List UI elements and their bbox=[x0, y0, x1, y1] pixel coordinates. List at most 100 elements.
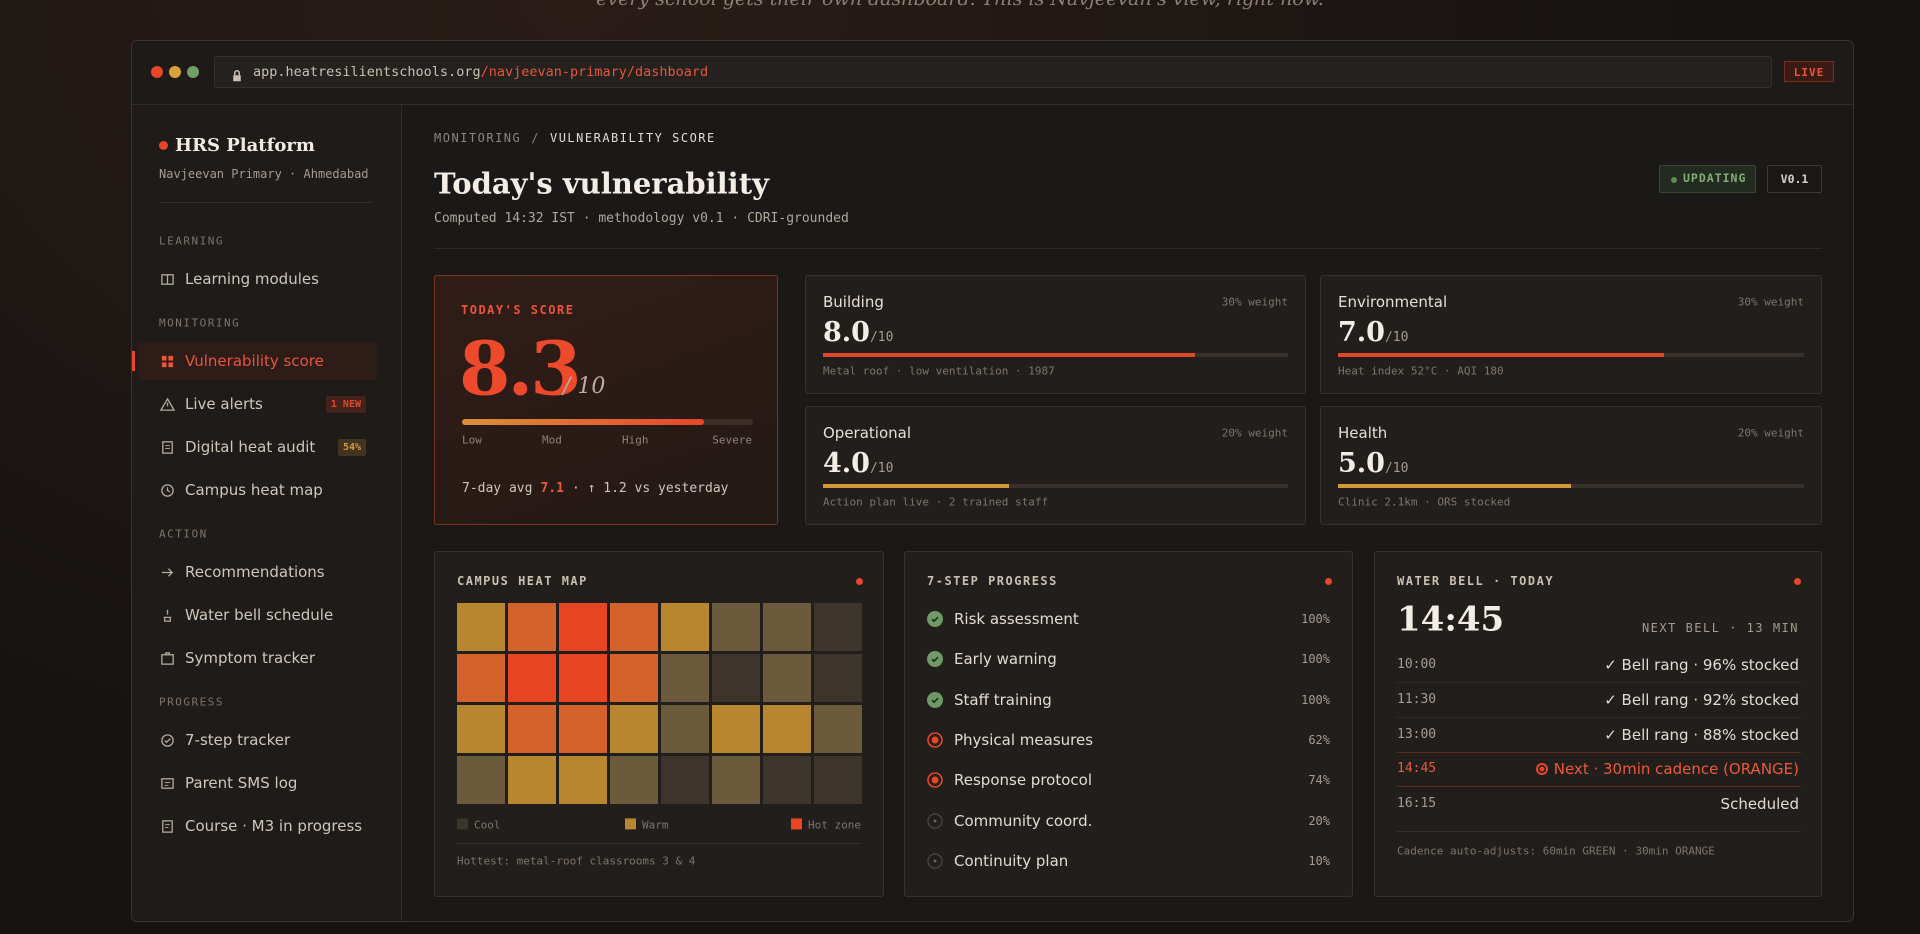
bell-row-divider bbox=[1397, 682, 1801, 683]
heat-cell[interactable] bbox=[508, 603, 556, 651]
heat-cell[interactable] bbox=[559, 756, 607, 804]
heat-cell[interactable] bbox=[508, 705, 556, 753]
nav-item[interactable]: Symptom tracker bbox=[138, 639, 377, 677]
heat-cell[interactable] bbox=[763, 654, 811, 702]
url-host: app.heatresilientschools.org bbox=[253, 63, 481, 80]
nav-icon-svg bbox=[161, 734, 174, 747]
heat-cell[interactable] bbox=[610, 654, 658, 702]
avg-label: 7-day avg bbox=[462, 481, 533, 497]
bell-status-text: ✓ Bell rang · 96% stocked bbox=[1604, 656, 1799, 674]
bell-row-time: 14:45 bbox=[1397, 761, 1437, 777]
brand: HRS Platform bbox=[175, 135, 315, 157]
component-note: Metal roof · low ventilation · 1987 bbox=[823, 364, 1055, 378]
step-name: Early warning bbox=[954, 650, 1057, 669]
heat-cell[interactable] bbox=[661, 756, 709, 804]
nav-item[interactable]: Water bell schedule bbox=[138, 596, 377, 634]
nav-label: Vulnerability score bbox=[185, 352, 324, 370]
nav-item[interactable]: Course · M3 in progress bbox=[138, 807, 377, 845]
avg-value: 7.1 bbox=[540, 481, 564, 497]
nav-item[interactable]: Parent SMS log bbox=[138, 764, 377, 802]
step-icon bbox=[927, 651, 943, 668]
bell-divider bbox=[1397, 831, 1801, 832]
heat-cell[interactable] bbox=[457, 705, 505, 753]
bell-note: Cadence auto-adjusts: 60min GREEN · 30mi… bbox=[1397, 844, 1715, 858]
nav-badge: 1 NEW bbox=[325, 396, 366, 413]
water-bell-panel: WATER BELL · TODAY 14:45 NEXT BELL · 13 MI… bbox=[1374, 551, 1822, 897]
heat-cell[interactable] bbox=[559, 705, 607, 753]
heat-cell[interactable] bbox=[763, 756, 811, 804]
panel-title: CAMPUS HEAT MAP bbox=[457, 573, 588, 588]
page-title: Today's vulnerability bbox=[434, 166, 769, 201]
breadcrumb-part: / bbox=[531, 130, 540, 145]
version-badge: V0.1 bbox=[1767, 165, 1822, 193]
nav-icon-svg bbox=[163, 609, 172, 622]
heat-cell[interactable] bbox=[712, 654, 760, 702]
heat-cell[interactable] bbox=[559, 654, 607, 702]
breadcrumb-part: VULNERABILITY SCORE bbox=[549, 130, 716, 145]
nav-item[interactable]: Digital heat audit 54% bbox=[138, 428, 377, 466]
nav-badge: 54% bbox=[337, 439, 366, 456]
heat-cell[interactable] bbox=[814, 756, 862, 804]
component-weight: 30% weight bbox=[1737, 295, 1804, 309]
component-card: Building 30% weight 8.0/10 Metal roof · low… bbox=[805, 275, 1306, 394]
heat-cell[interactable] bbox=[763, 705, 811, 753]
score-fill bbox=[462, 419, 704, 425]
component-track bbox=[1338, 353, 1804, 357]
nav-icon bbox=[160, 354, 175, 369]
heat-cell[interactable] bbox=[814, 603, 862, 651]
window-dot[interactable] bbox=[151, 66, 163, 78]
nav-icon-svg bbox=[161, 274, 174, 285]
nav-icon-svg bbox=[161, 652, 174, 665]
scale-label: Severe bbox=[712, 433, 752, 447]
nav-item[interactable]: Learning modules bbox=[138, 260, 377, 298]
step-percent: 10% bbox=[1308, 853, 1330, 868]
component-fill bbox=[1338, 353, 1665, 357]
heat-cell[interactable] bbox=[814, 705, 862, 753]
bell-row-status: ✓ Bell rang · 88% stocked bbox=[1604, 726, 1799, 744]
heat-cell[interactable] bbox=[508, 654, 556, 702]
heat-cell[interactable] bbox=[763, 603, 811, 651]
nav-icon bbox=[160, 819, 175, 834]
window-dot[interactable] bbox=[187, 66, 199, 78]
nav-item[interactable]: 7-step tracker bbox=[138, 721, 377, 759]
section-title: PROGRESS bbox=[159, 695, 224, 709]
heat-cell[interactable] bbox=[610, 705, 658, 753]
browser-window: app.heatresilientschools.org/navjeevan-p… bbox=[131, 40, 1854, 922]
nav-icon-svg bbox=[162, 820, 173, 833]
heat-cell[interactable] bbox=[610, 756, 658, 804]
nav-item[interactable]: Live alerts 1 NEW bbox=[138, 385, 377, 423]
component-note: Heat index 52°C · AQI 180 bbox=[1338, 364, 1504, 378]
heat-cell[interactable] bbox=[457, 654, 505, 702]
heat-cell[interactable] bbox=[661, 603, 709, 651]
step-icon-svg bbox=[927, 853, 943, 869]
score-number: 7.0 bbox=[1338, 316, 1385, 348]
heat-cell[interactable] bbox=[610, 603, 658, 651]
window-dot[interactable] bbox=[169, 66, 181, 78]
heat-cell[interactable] bbox=[457, 603, 505, 651]
nav-item[interactable]: Campus heat map bbox=[138, 471, 377, 509]
step-name: Response protocol bbox=[954, 771, 1092, 790]
step-icon-svg bbox=[927, 812, 943, 829]
lock-icon-svg bbox=[233, 70, 241, 82]
component-card: Health 20% weight 5.0/10 Clinic 2.1km · ORS… bbox=[1320, 406, 1822, 525]
nav-icon bbox=[160, 483, 175, 498]
legend-item: Warm bbox=[625, 818, 669, 831]
bell-row-status: ✓ Bell rang · 96% stocked bbox=[1604, 656, 1799, 674]
heat-cell[interactable] bbox=[661, 654, 709, 702]
intro-text: every school gets their own dashboard. T… bbox=[0, 0, 1920, 10]
heat-cell[interactable] bbox=[661, 705, 709, 753]
heat-cell[interactable] bbox=[508, 756, 556, 804]
nav-item[interactable]: Vulnerability score bbox=[132, 342, 377, 380]
nav-label: Symptom tracker bbox=[185, 649, 316, 667]
heat-cell[interactable] bbox=[712, 705, 760, 753]
nav-item[interactable]: Recommendations bbox=[138, 553, 377, 591]
section-title: MONITORING bbox=[159, 316, 241, 330]
step-icon bbox=[927, 691, 943, 708]
component-score: 4.0/10 bbox=[823, 448, 893, 480]
heat-cell[interactable] bbox=[457, 756, 505, 804]
heat-cell[interactable] bbox=[712, 756, 760, 804]
heat-cell[interactable] bbox=[712, 603, 760, 651]
score-number: 5.0 bbox=[1338, 447, 1385, 479]
heat-cell[interactable] bbox=[814, 654, 862, 702]
heat-cell[interactable] bbox=[559, 603, 607, 651]
